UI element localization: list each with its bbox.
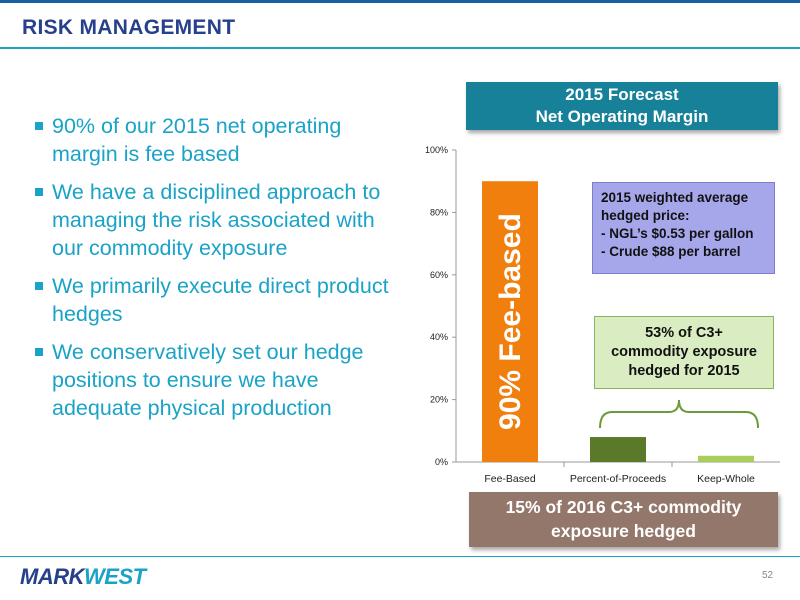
- bullet-item: We conservatively set our hedge position…: [34, 338, 394, 422]
- forecast-title-line1: 2015 Forecast: [565, 85, 679, 104]
- fee-bar-label: 90% Fee-based: [494, 213, 527, 430]
- bar-fee-based: [482, 181, 538, 462]
- bar-percent-of-proceeds: [590, 437, 646, 462]
- y-tick-label: 20%: [430, 395, 448, 405]
- exposure-line1: 53% of C3+: [645, 325, 723, 341]
- x-tick-label: Fee-Based: [484, 473, 536, 485]
- exposure-hedged-box: 53% of C3+ commodity exposure hedged for…: [594, 316, 774, 389]
- bullet-text: 90% of our 2015 net operating margin is …: [52, 114, 342, 166]
- bullet-text: We conservatively set our hedge position…: [52, 340, 364, 420]
- bullet-item: We primarily execute direct product hedg…: [34, 272, 394, 328]
- y-tick-label: 0%: [435, 457, 448, 467]
- logo-text-mark: MARK: [20, 564, 87, 589]
- hedge-line4: - Crude $88 per barrel: [601, 244, 741, 259]
- footer-2016-box: 15% of 2016 C3+ commodity exposure hedge…: [469, 492, 778, 547]
- exposure-line2: commodity exposure: [611, 344, 757, 360]
- page-number: 52: [762, 570, 774, 581]
- forecast-title-box: 2015 Forecast Net Operating Margin: [466, 82, 778, 130]
- footer-line1: 15% of 2016 C3+ commodity: [505, 497, 742, 517]
- exposure-line3: hedged for 2015: [628, 363, 740, 379]
- y-tick-label: 80%: [430, 207, 448, 217]
- y-tick-label: 60%: [430, 270, 448, 280]
- brace-icon: [599, 399, 759, 429]
- bar-keep-whole: [698, 455, 754, 462]
- forecast-title-line2: Net Operating Margin: [535, 107, 709, 126]
- footer-line2: exposure hedged: [551, 521, 696, 541]
- hedge-line3: - NGL’s $0.53 per gallon: [601, 226, 754, 241]
- x-tick-label: Keep-Whole: [697, 473, 755, 485]
- svg-text:MARKWEST: MARKWEST: [20, 564, 148, 589]
- bullet-item: We have a disciplined approach to managi…: [34, 178, 394, 262]
- y-tick-label: 100%: [425, 145, 448, 155]
- hedge-price-box: 2015 weighted average hedged price: - NG…: [592, 182, 775, 274]
- bullet-text: We primarily execute direct product hedg…: [52, 274, 389, 326]
- x-tick-label: Percent-of-Proceeds: [570, 473, 666, 485]
- title-rule: [0, 47, 800, 49]
- bullet-square-icon: [35, 348, 43, 356]
- top-rule: [0, 0, 800, 3]
- markwest-logo: MARKWEST: [20, 564, 148, 589]
- bullet-item: 90% of our 2015 net operating margin is …: [34, 112, 394, 168]
- bullet-list: 90% of our 2015 net operating margin is …: [34, 112, 394, 432]
- hedge-line2: hedged price:: [601, 208, 690, 223]
- logo-text-west: WEST: [84, 564, 148, 589]
- bottom-rule: [0, 556, 800, 557]
- bullet-text: We have a disciplined approach to managi…: [52, 180, 381, 260]
- bullet-square-icon: [35, 122, 43, 130]
- bullet-square-icon: [35, 282, 43, 290]
- page-title: RISK MANAGEMENT: [22, 16, 236, 39]
- hedge-line1: 2015 weighted average: [601, 190, 749, 205]
- bullet-square-icon: [35, 188, 43, 196]
- y-tick-label: 40%: [430, 332, 448, 342]
